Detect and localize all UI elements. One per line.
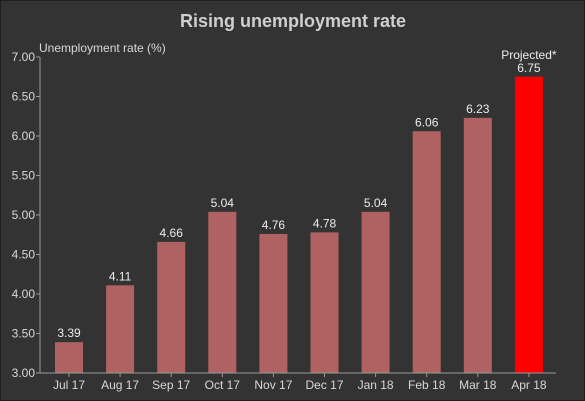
bar-feb-18 <box>412 131 441 373</box>
bar-value-label: 6.75 <box>517 61 541 75</box>
projected-annotation: Projected* <box>501 48 557 62</box>
x-tick-label: Apr 18 <box>511 378 547 392</box>
bar-value-label: 6.06 <box>415 115 439 129</box>
x-axis-ticks: Jul 17 Aug 17 Sep 17 Oct 17 Nov 17 Dec 17 Jan … <box>53 373 547 392</box>
bar-dec-17 <box>310 232 339 373</box>
y-tick-label: 5.00 <box>12 208 36 222</box>
chart-title: Rising unemployment rate <box>180 11 406 31</box>
bar-value-label: 5.04 <box>364 196 388 210</box>
bar-mar-18 <box>463 117 492 373</box>
bar-value-label: 4.76 <box>262 218 286 232</box>
bar-value-label: 5.04 <box>211 196 235 210</box>
bar-value-label: 4.11 <box>109 269 132 283</box>
y-tick-label: 3.50 <box>12 327 36 341</box>
bar-oct-17 <box>208 211 237 373</box>
x-tick-label: Mar 18 <box>459 378 497 392</box>
bars: 3.39 4.11 4.66 5.04 4.76 4.78 5.04 6.06 6.23 6.75… <box>55 48 557 373</box>
y-tick-label: 4.00 <box>12 287 36 301</box>
x-tick-label: Nov 17 <box>254 378 292 392</box>
bar-value-label: 4.78 <box>313 216 337 230</box>
bar-value-label: 3.39 <box>57 326 81 340</box>
y-tick-label: 7.00 <box>12 50 36 64</box>
bar-nov-17 <box>259 233 288 373</box>
y-axis-ticks: 3.00 3.50 4.00 4.50 5.00 5.50 6.00 6.50 7.00 <box>12 50 40 380</box>
x-tick-label: Jul 17 <box>53 378 85 392</box>
y-tick-label: 6.00 <box>12 129 36 143</box>
y-tick-label: 6.50 <box>12 90 36 104</box>
bar-value-label: 4.66 <box>160 226 184 240</box>
bar-value-label: 6.23 <box>466 102 490 116</box>
x-tick-label: Feb 18 <box>408 378 446 392</box>
bar-sep-17 <box>157 241 186 373</box>
x-tick-label: Sep 17 <box>152 378 190 392</box>
y-axis-label: Unemployment rate (%) <box>39 41 166 55</box>
x-tick-label: Dec 17 <box>305 378 343 392</box>
bar-apr-18 <box>514 76 543 373</box>
x-tick-label: Oct 17 <box>205 378 241 392</box>
bar-aug-17 <box>106 285 135 373</box>
x-tick-label: Jan 18 <box>358 378 394 392</box>
y-tick-label: 4.50 <box>12 248 36 262</box>
bar-jul-17 <box>55 342 83 373</box>
y-tick-label: 5.50 <box>12 169 36 183</box>
x-tick-label: Aug 17 <box>101 378 139 392</box>
y-tick-label: 3.00 <box>12 366 36 380</box>
bar-jan-18 <box>361 211 390 373</box>
